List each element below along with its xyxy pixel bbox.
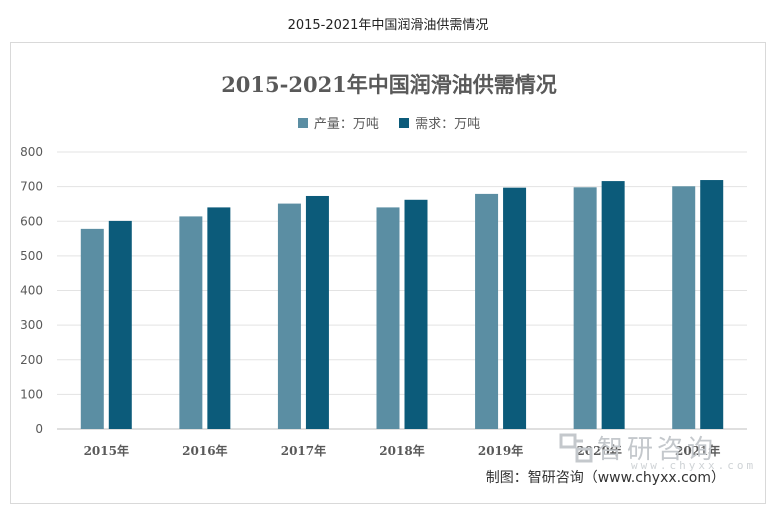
chart-legend: 产量：万吨 需求：万吨 [11,113,767,132]
legend-item-demand: 需求：万吨 [399,113,480,132]
bar-demand-6 [700,180,724,429]
source-credit: 制图：智研咨询（www.chyxx.com） [485,470,725,486]
x-tick-label: 2020年 [576,443,621,458]
watermark: 智研咨询 [559,429,717,466]
x-tick-label: 2019年 [478,443,523,458]
chart-title: 2015-2021年中国润滑油供需情况 [221,72,557,97]
y-tick-label: 800 [20,145,43,159]
legend-label-demand: 需求：万吨 [415,117,481,132]
bar-demand-5 [601,181,625,429]
chart-frame: 2015-2021年中国润滑油供需情况 产量：万吨 需求：万吨 0 100 200 3… [10,42,766,504]
bar-production-1 [179,216,203,429]
bar-production-5 [573,187,597,429]
y-tick-label: 300 [20,318,43,332]
bar-demand-3 [404,199,428,429]
watermark-text: 智研咨询 [597,435,718,465]
bar-demand-4 [503,187,527,429]
y-tick-label: 0 [35,422,43,436]
bar-production-0 [80,228,104,429]
bar-demand-2 [305,195,329,429]
legend-label-production: 产量：万吨 [313,117,379,132]
y-tick-label: 700 [20,180,43,194]
legend-swatch-demand [399,117,410,128]
y-tick-label: 100 [20,387,43,401]
bar-production-6 [672,186,696,429]
x-tick-label: 2017年 [281,443,326,458]
chyxx-logo-icon [559,433,593,462]
plot-area: 0 100 200 300 400 500 600 700 800 2015年 2016年 2017年… [20,145,747,458]
x-tick-label: 2016年 [182,443,227,458]
x-tick-label: 2018年 [379,443,424,458]
bar-production-3 [376,207,400,429]
x-tick-label: 2021年 [675,443,720,458]
bar-demand-1 [207,207,231,429]
legend-item-production: 产量：万吨 [297,113,379,132]
bar-production-4 [475,193,499,429]
legend-swatch-production [297,117,308,128]
watermark-url: www.chyxx.com [631,459,757,472]
bar-production-2 [277,203,301,429]
y-tick-label: 500 [20,249,43,263]
y-tick-label: 200 [20,353,43,367]
x-tick-label: 2015年 [84,443,129,458]
y-tick-label: 400 [20,284,43,298]
bar-demand-0 [108,220,132,429]
y-tick-label: 600 [20,214,43,228]
page-caption: 2015-2021年中国润滑油供需情况 [287,18,489,33]
